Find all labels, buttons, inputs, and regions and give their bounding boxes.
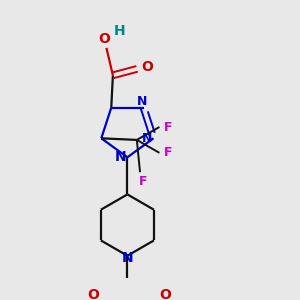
Text: N: N xyxy=(142,132,152,145)
Text: F: F xyxy=(164,146,173,159)
Text: F: F xyxy=(139,176,148,188)
Text: H: H xyxy=(113,24,125,38)
Text: O: O xyxy=(141,60,153,74)
Text: N: N xyxy=(137,95,147,108)
Text: O: O xyxy=(98,32,110,46)
Text: N: N xyxy=(122,251,133,265)
Text: O: O xyxy=(88,288,99,300)
Text: O: O xyxy=(159,288,171,300)
Text: F: F xyxy=(164,121,173,134)
Text: N: N xyxy=(115,150,126,164)
